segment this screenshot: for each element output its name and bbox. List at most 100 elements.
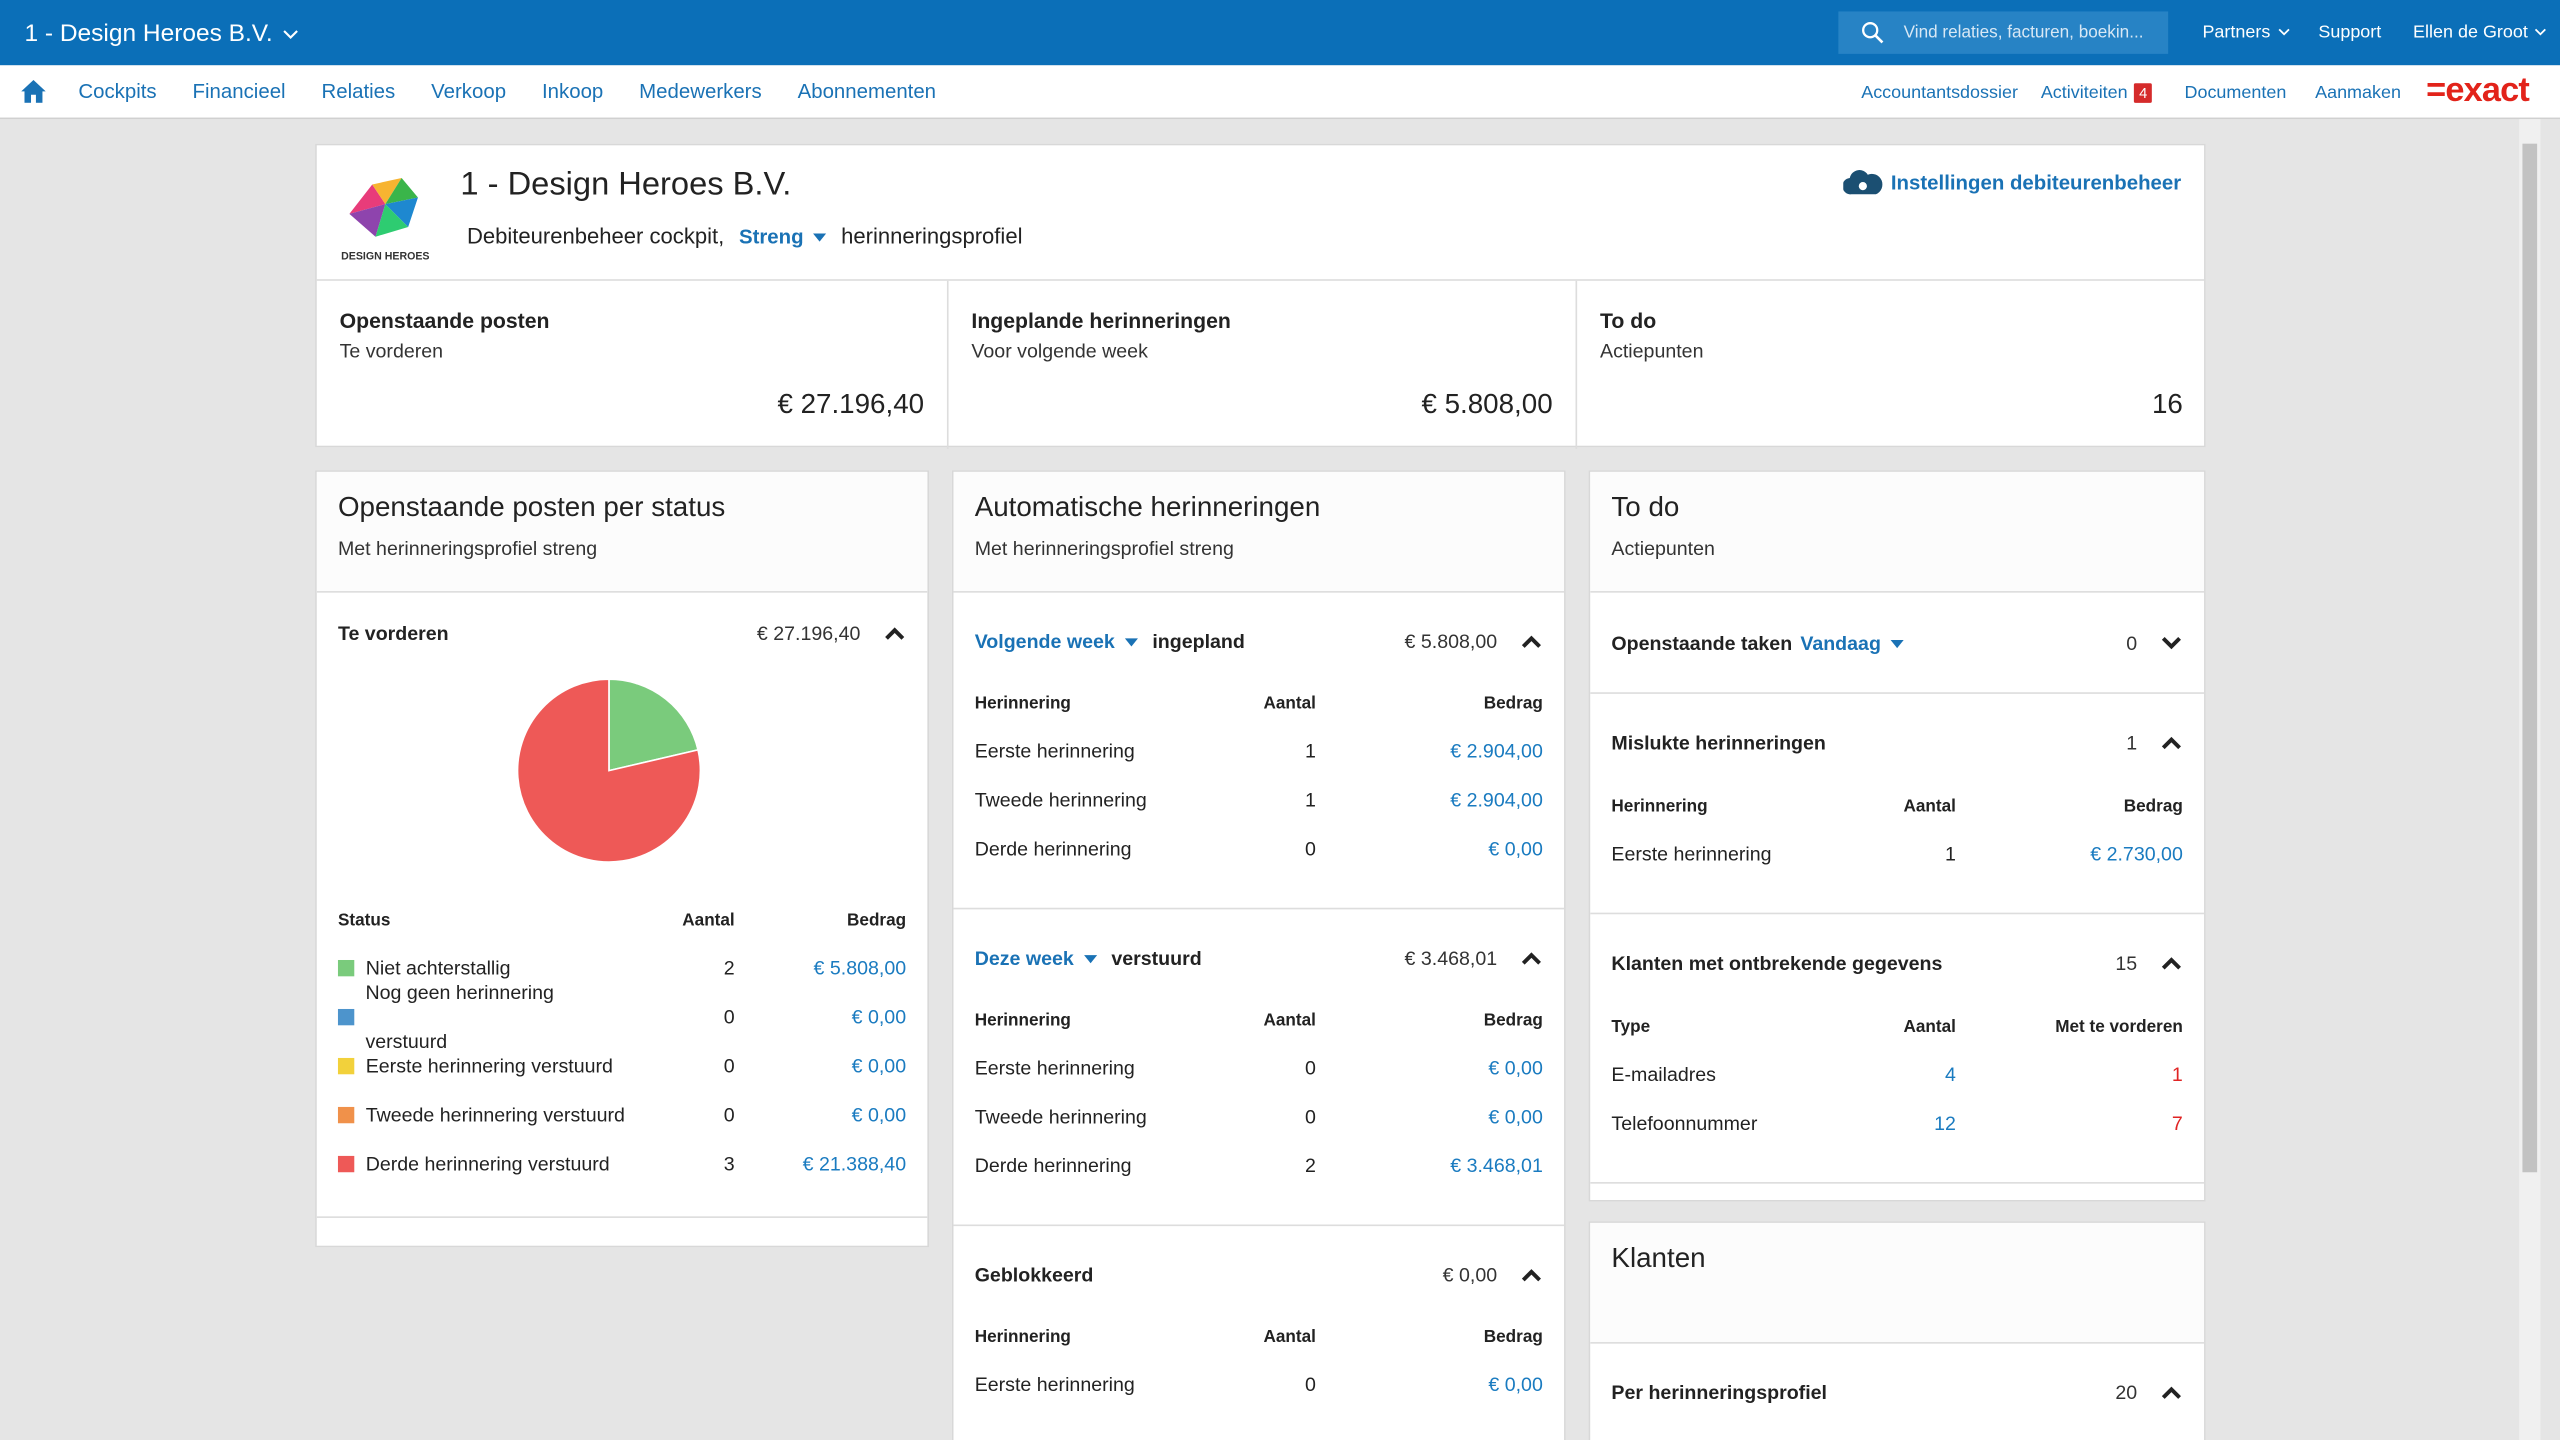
profile-select[interactable]: Streng [738,224,804,248]
section-header: Openstaande taken Vandaag 0 [1611,593,2182,693]
chevron-line [2161,957,2181,970]
legend-swatch [337,959,355,977]
table-cell[interactable]: € 2.730,00 [2090,842,2183,866]
nav-bar: Cockpits Financieel Relaties Verkoop Inkoop M… [0,65,2560,120]
period-select[interactable]: Volgende week [974,630,1115,654]
caret-shape [813,232,827,241]
scrollbar-thumb[interactable] [2522,143,2538,1173]
section-total: 1 [2126,731,2138,755]
company-subtitle: Debiteurenbeheer cockpit, Streng herinneri… [467,224,1023,248]
nav-item[interactable]: Abonnementen [797,79,937,103]
amount-cell[interactable]: € 21.388,40 [802,1152,907,1176]
table-cell: Eerste herinnering [974,1056,1135,1080]
amount-cell[interactable]: € 0,00 [851,1103,907,1127]
column-header: Bedrag [1483,693,1543,714]
table-cell: 0 [723,1103,735,1127]
table-cell: 0 [1304,1105,1316,1129]
section-label: Geblokkeerd [974,1263,1094,1287]
section-label: Per herinneringsprofiel [1611,1381,1827,1405]
chevron[interactable] [883,625,906,641]
section-label: Openstaande taken [1611,631,1793,654]
section-total: 20 [2115,1381,2138,1405]
nav-right-item[interactable]: Accountantsdossier [1861,83,2018,103]
table-cell[interactable]: € 2.904,00 [1450,739,1543,763]
chevron[interactable] [1520,950,1543,966]
card-title: Klanten [1611,1242,1706,1274]
chevron[interactable] [2160,634,2183,650]
kpi-tile[interactable]: Openstaande posten Te vorderen € 27.196,40 [317,281,947,449]
table-cell[interactable]: € 3.468,01 [1450,1154,1543,1178]
amount-cell[interactable]: € 5.808,00 [813,956,907,980]
dropdown-caret[interactable] [812,229,828,242]
kpi-title: Openstaande posten [339,308,550,334]
dropdown-caret[interactable] [1889,636,1905,649]
nav-item[interactable]: Verkoop [431,79,507,103]
kpi-tile[interactable]: Ingeplande herinneringen Voor volgende we… [946,280,1576,449]
company-name: 1 - Design Heroes B.V. [24,19,273,48]
table-cell: Derde herinnering [974,1154,1132,1178]
gear [1859,182,1868,191]
search-box[interactable]: Vind relaties, facturen, boekin... [1838,11,2169,54]
logo-shape [349,184,386,214]
kpi-tile[interactable]: To do Actiepunten 16 [1575,280,2206,449]
nav-item[interactable]: Relaties [321,79,396,103]
column-header: Bedrag [1483,1010,1543,1031]
status-name-cell: Tweede herinnering verstuurd [337,1091,637,1140]
reminder-section: Deze week verstuurd € 3.468,01 Herinnering A… [953,909,1565,1227]
nav-item[interactable]: Medewerkers [639,79,762,103]
search-icon [1862,22,1884,44]
card-title: Openstaande posten per status [337,491,726,523]
table-cell[interactable]: 7 [2171,1111,2183,1135]
todo-section: Mislukte herinneringen 1 Herinnering Aantal… [1590,694,2205,915]
chevron-line [1521,952,1541,965]
chevron[interactable] [1520,633,1543,649]
home-icon[interactable] [21,79,46,103]
search-handle [1874,34,1884,44]
column-header: Type [1611,1017,1651,1037]
table-cell[interactable]: € 0,00 [1488,1373,1543,1396]
todo-section: Openstaande taken Vandaag 0 [1590,593,2205,694]
table-cell[interactable]: € 2.904,00 [1450,788,1543,812]
pie-chart [516,678,702,863]
dropdown-caret[interactable] [1123,635,1139,648]
todo-section: Klanten met ontbrekende gegevens 15 Type Aa… [1590,914,2205,1184]
kpi-title: To do [1599,308,1657,334]
nav-right-item[interactable]: Aanmaken [2315,83,2401,103]
nav-item[interactable]: Cockpits [78,79,157,103]
column-header: Herinnering [974,693,1071,714]
table-cell[interactable]: € 0,00 [1488,1056,1543,1080]
table-cell[interactable]: 12 [1934,1111,1956,1135]
section-total: € 5.808,00 [1404,630,1498,654]
table-cell[interactable]: 1 [2171,1062,2183,1086]
nav-right-item[interactable]: Documenten [2184,83,2286,103]
table-cell[interactable]: € 0,00 [1488,837,1543,861]
table-cell[interactable]: € 0,00 [1488,1105,1543,1129]
period-select[interactable]: Vandaag [1800,631,1881,654]
table-cell: Eerste herinnering [1611,842,1772,866]
chevron[interactable] [2160,735,2183,751]
chevron[interactable] [1520,1267,1543,1283]
nav-right-item[interactable]: Activiteiten 4 [2041,83,2153,103]
chevron[interactable] [2160,955,2183,971]
column-header: Met te vorderen [2055,1017,2183,1037]
section-label: verstuurd [1111,946,1202,970]
nav-menu: Cockpits Financieel Relaties Verkoop Inkoop M… [78,80,936,103]
column-header: Status [337,911,391,931]
settings-link[interactable]: Instellingen debiteurenbeheer [1843,168,2181,197]
period-select[interactable]: Deze week [974,946,1074,970]
top-link[interactable]: Ellen de Groot [2413,23,2547,42]
nav-item[interactable]: Financieel [192,79,286,103]
dropdown-caret[interactable] [1082,952,1098,965]
nav-item[interactable]: Inkoop [541,79,604,103]
table-cell[interactable]: 4 [1944,1062,1956,1086]
table-cell: 1 [1304,739,1316,763]
top-link[interactable]: Partners [2202,23,2289,42]
amount-cell[interactable]: € 0,00 [851,1005,907,1029]
section-header: Te vorderen € 27.196,40 [338,593,906,675]
company-switcher[interactable]: 1 - Design Heroes B.V. [24,19,298,48]
top-link[interactable]: Support [2318,23,2381,43]
chevron[interactable] [2160,1384,2183,1400]
table-cell: E-mailadres [1611,1062,1716,1086]
amount-cell[interactable]: € 0,00 [851,1054,907,1078]
